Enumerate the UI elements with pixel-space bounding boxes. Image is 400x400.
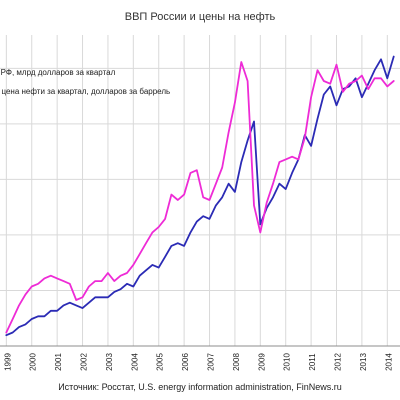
- legend-label-gdp: ВВП РФ, млрд долларов за квартал: [0, 68, 116, 77]
- chart-title: ВВП России и цены на нефть: [125, 11, 276, 23]
- series-line-oil-price: [5, 61, 395, 334]
- x-tick-label: 2000: [29, 353, 38, 371]
- x-tick-label: 1999: [3, 353, 12, 371]
- x-tick-label: 2008: [232, 353, 241, 371]
- x-tick-label: 2002: [80, 353, 89, 371]
- x-tick-label: 2011: [308, 353, 317, 371]
- legend-label-oil: Средняя цена нефти за квартал, долларов …: [0, 87, 170, 96]
- x-tick-label: 2010: [283, 353, 292, 371]
- x-tick-label: 2005: [156, 353, 165, 371]
- x-tick-label: 2006: [181, 353, 190, 371]
- x-tick-label: 2012: [334, 353, 343, 371]
- chart-source: Источник: Росстат, U.S. energy informati…: [58, 382, 342, 392]
- x-tick-label: 2001: [54, 353, 63, 371]
- x-tick-label: 2013: [359, 353, 368, 371]
- x-tick-label: 2009: [257, 353, 266, 371]
- x-axis-ticks: 1999 2000 2001 2002 2003 2004 2005 2006 2007 2008…: [3, 353, 393, 371]
- legend: ВВП РФ, млрд долларов за квартал Средняя…: [0, 68, 170, 96]
- x-tick-label: 2004: [130, 353, 139, 371]
- x-tick-label: 2014: [384, 353, 393, 371]
- series-layer: [5, 55, 395, 337]
- x-tick-label: 2003: [105, 353, 114, 371]
- grid-layer: [0, 35, 400, 346]
- x-tick-label: 2007: [207, 353, 216, 371]
- series-line-gdp: [5, 55, 395, 337]
